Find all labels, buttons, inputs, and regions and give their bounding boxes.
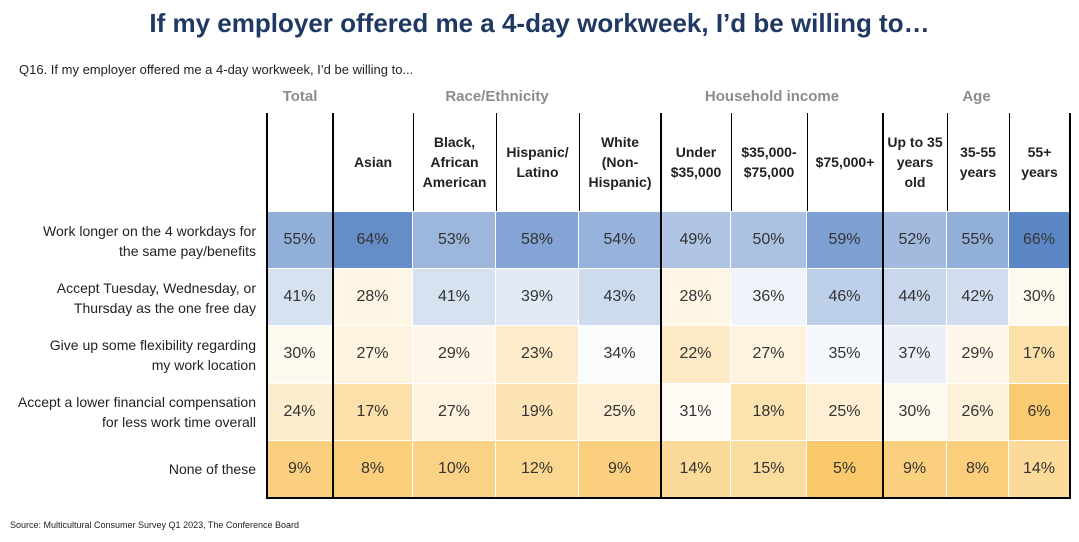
heatmap-cell: 34% [579, 326, 661, 384]
heatmap-cell: 30% [267, 326, 333, 384]
group-label-income: Household income [704, 88, 840, 105]
heatmap-cell: 26% [947, 383, 1009, 441]
table-left-border [266, 113, 268, 498]
heatmap-cell: 10% [413, 440, 496, 498]
heatmap-cell: 5% [807, 440, 883, 498]
heatmap-cell: 23% [496, 326, 579, 384]
heatmap-cell: 8% [947, 440, 1009, 498]
heatmap-cell: 49% [661, 212, 731, 270]
heatmap-cell: 15% [731, 440, 807, 498]
heatmap-cell: 44% [883, 269, 947, 327]
column-header: Black, African American [422, 134, 487, 190]
heatmap-cell: 30% [1009, 269, 1070, 327]
column-header [267, 113, 333, 211]
column-divider [947, 113, 948, 211]
heatmap-cell: 53% [413, 212, 496, 270]
heatmap-cell: 9% [267, 440, 333, 498]
column-header: Asian [353, 154, 393, 170]
heatmap-cell: 14% [1009, 440, 1070, 498]
heatmap-cell: 39% [496, 269, 579, 327]
row-label: Give up some flexibility regarding my wo… [49, 336, 256, 373]
column-divider [807, 113, 808, 211]
group-divider [660, 113, 662, 498]
row-label: Accept Tuesday, Wednesday, or Thursday a… [56, 279, 256, 316]
heatmap-cell: 52% [883, 212, 947, 270]
row-label: Accept a lower financial compensation fo… [17, 394, 256, 431]
heatmap-cell: 30% [883, 383, 947, 441]
heatmap-cell: 6% [1009, 383, 1070, 441]
group-divider [882, 113, 884, 498]
heatmap-cell: 28% [661, 269, 731, 327]
column-header: White (Non- Hispanic) [588, 134, 652, 190]
column-header: 55+ years [1021, 144, 1058, 180]
heatmap-cell: 24% [267, 383, 333, 441]
column-divider [413, 113, 414, 211]
heatmap-cell: 42% [947, 269, 1009, 327]
heatmap-cell: 22% [661, 326, 731, 384]
heatmap-cell: 19% [496, 383, 579, 441]
heatmap-cell: 27% [731, 326, 807, 384]
heatmap-cell: 14% [661, 440, 731, 498]
heatmap-cell: 31% [661, 383, 731, 441]
column-header: Up to 35 years old [887, 134, 943, 190]
row-label: None of these [168, 461, 256, 478]
heatmap-cell: 9% [579, 440, 661, 498]
heatmap-cell: 46% [807, 269, 883, 327]
heatmap-cell: 27% [333, 326, 413, 384]
heatmap-cell: 50% [731, 212, 807, 270]
heatmap-cell: 55% [947, 212, 1009, 270]
heatmap-cell: 58% [496, 212, 579, 270]
column-divider [579, 113, 580, 211]
heatmap-cell: 43% [579, 269, 661, 327]
page-title: If my employer offered me a 4-day workwe… [149, 8, 930, 38]
column-header: 35-55 years [959, 144, 997, 180]
table-right-border [1069, 113, 1071, 498]
heatmap-cell: 28% [333, 269, 413, 327]
heatmap-cell: 59% [807, 212, 883, 270]
heatmap-cell: 29% [947, 326, 1009, 384]
row-label: Work longer on the 4 workdays for the sa… [43, 222, 256, 259]
column-divider [496, 113, 497, 211]
group-label-age: Age [962, 88, 991, 105]
heatmap-cell: 18% [731, 383, 807, 441]
heatmap-cell: 55% [267, 212, 333, 270]
heatmap-cell: 36% [731, 269, 807, 327]
heatmap-cell: 64% [333, 212, 413, 270]
heatmap-cell: 8% [333, 440, 413, 498]
table-bottom-border [266, 497, 1071, 499]
heatmap-cell: 25% [579, 383, 661, 441]
group-label-race: Race/Ethnicity [445, 88, 549, 105]
group-label-total: Total [282, 88, 318, 105]
heatmap-cell: 25% [807, 383, 883, 441]
heatmap-cell: 12% [496, 440, 579, 498]
heatmap-cell: 35% [807, 326, 883, 384]
column-header: Hispanic/ Latino [506, 144, 569, 180]
heatmap-cell: 9% [883, 440, 947, 498]
column-header: Under $35,000 [670, 144, 722, 180]
column-header: $35,000- $75,000 [741, 144, 797, 180]
heatmap-cell: 17% [1009, 326, 1070, 384]
heatmap-cell: 54% [579, 212, 661, 270]
question-text: Q16. If my employer offered me a 4-day w… [19, 62, 414, 77]
column-divider [731, 113, 732, 211]
column-divider [1009, 113, 1010, 211]
heatmap-cell: 66% [1009, 212, 1070, 270]
source-note: Source: Multicultural Consumer Survey Q1… [10, 520, 299, 530]
heatmap-cell: 29% [413, 326, 496, 384]
group-divider [332, 113, 334, 498]
heatmap-cell: 27% [413, 383, 496, 441]
heatmap-cell: 41% [267, 269, 333, 327]
column-header: $75,000+ [815, 154, 875, 170]
heatmap-cell: 17% [333, 383, 413, 441]
heatmap-cell: 37% [883, 326, 947, 384]
heatmap-cell: 41% [413, 269, 496, 327]
